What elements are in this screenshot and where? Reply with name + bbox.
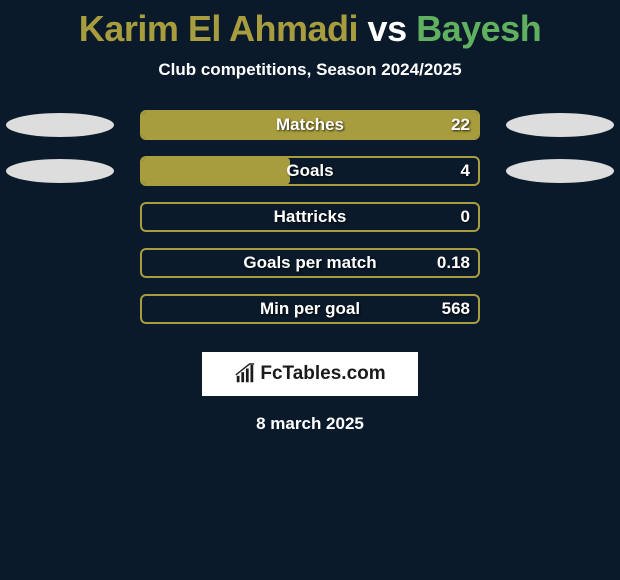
date-text: 8 march 2025 [0, 414, 620, 434]
stat-row: Goals4 [0, 156, 620, 202]
stats-container: Matches22Goals4Hattricks0Goals per match… [0, 110, 620, 340]
stat-label: Hattricks [140, 202, 480, 232]
stat-value: 0 [461, 202, 470, 232]
vs-text: vs [368, 8, 407, 49]
stat-value: 22 [451, 110, 470, 140]
stat-row: Goals per match0.18 [0, 248, 620, 294]
brand-text: FcTables.com [260, 363, 385, 385]
stat-label: Goals [140, 156, 480, 186]
stat-row: Hattricks0 [0, 202, 620, 248]
stat-label: Goals per match [140, 248, 480, 278]
brand-box: FcTables.com [202, 352, 418, 396]
stat-row: Matches22 [0, 110, 620, 156]
right-blob [506, 113, 614, 137]
stat-row: Min per goal568 [0, 294, 620, 340]
chart-icon [234, 363, 256, 385]
stat-label: Min per goal [140, 294, 480, 324]
stat-value: 4 [461, 156, 470, 186]
stat-label: Matches [140, 110, 480, 140]
subtitle: Club competitions, Season 2024/2025 [0, 60, 620, 80]
left-blob [6, 113, 114, 137]
player2-name: Bayesh [416, 8, 541, 49]
left-blob [6, 159, 114, 183]
player1-name: Karim El Ahmadi [79, 8, 358, 49]
comparison-title: Karim El Ahmadi vs Bayesh [0, 0, 620, 50]
stat-value: 0.18 [437, 248, 470, 278]
stat-value: 568 [442, 294, 470, 324]
right-blob [506, 159, 614, 183]
